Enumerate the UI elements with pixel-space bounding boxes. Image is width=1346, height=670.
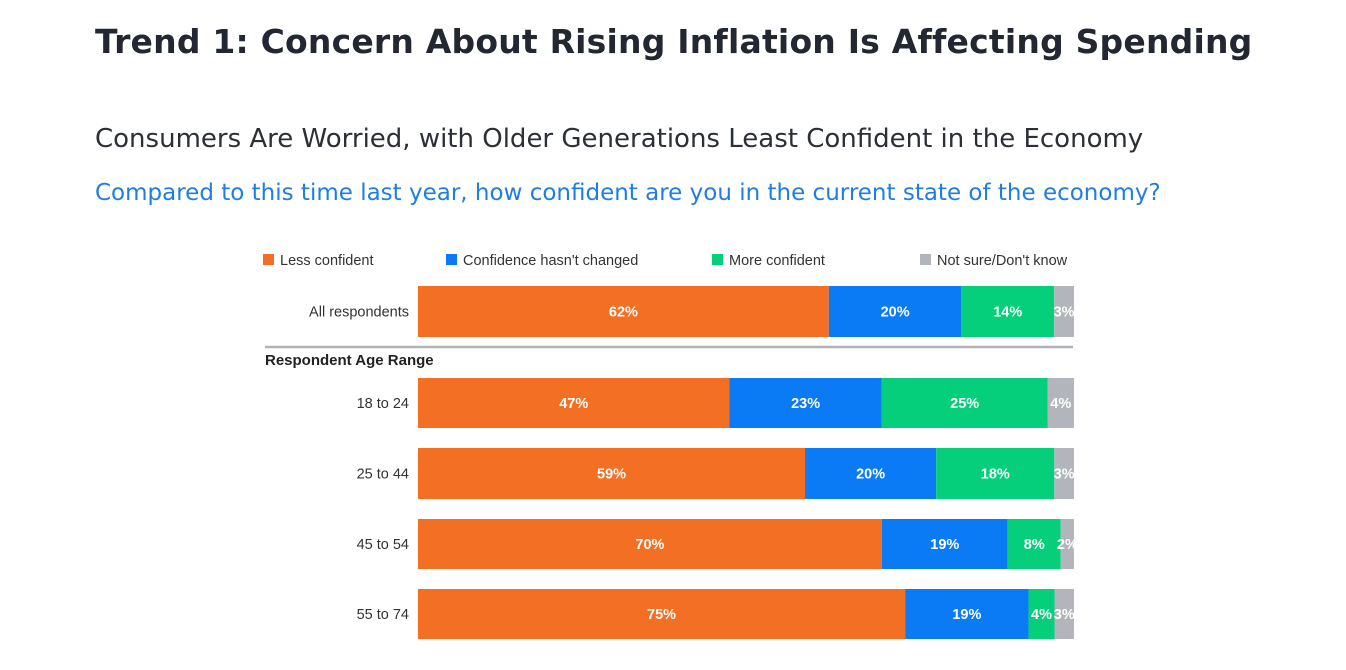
data-label-45-to-54-more-confident: 8% <box>1024 537 1045 553</box>
category-label-55-to-74: 55 to 74 <box>357 607 409 623</box>
data-label-18-to-24-not-sure-don-t-know: 4% <box>1050 396 1071 412</box>
legend-swatch-less-confident <box>263 254 274 265</box>
bar-25-to-44-not-sure-don-t-know <box>1054 448 1074 499</box>
legend-label-not-sure-don-t-know: Not sure/Don't know <box>937 253 1068 269</box>
bar-45-to-54-less-confident <box>418 519 882 569</box>
data-label-all-respondents-not-sure-don-t-know: 3% <box>1054 305 1075 321</box>
bar-18-to-24-more-confident <box>881 378 1048 428</box>
bar-55-to-74-confidence-hasn-t-changed <box>905 589 1029 639</box>
legend-swatch-not-sure-don-t-know <box>920 254 931 265</box>
data-label-55-to-74-more-confident: 4% <box>1031 607 1052 623</box>
data-label-45-to-54-confidence-hasn-t-changed: 19% <box>930 537 959 553</box>
section-label-age-range: Respondent Age Range <box>265 352 434 369</box>
legend-swatch-more-confident <box>712 254 723 265</box>
data-label-18-to-24-more-confident: 25% <box>950 396 979 412</box>
data-label-all-respondents-confidence-hasn-t-changed: 20% <box>881 305 910 321</box>
data-label-18-to-24-less-confident: 47% <box>559 396 588 412</box>
category-label-25-to-44: 25 to 44 <box>357 467 409 483</box>
bar-18-to-24-not-sure-don-t-know <box>1047 378 1074 428</box>
bar-18-to-24-less-confident <box>418 378 730 428</box>
category-label-45-to-54: 45 to 54 <box>357 537 409 553</box>
bar-all-respondents-not-sure-don-t-know <box>1054 286 1074 337</box>
legend-swatch-confidence-hasn-t-changed <box>446 254 457 265</box>
chart-subtitle: Consumers Are Worried, with Older Genera… <box>95 124 1144 154</box>
data-label-18-to-24-confidence-hasn-t-changed: 23% <box>791 396 820 412</box>
data-label-55-to-74-less-confident: 75% <box>647 607 676 623</box>
category-label-all-respondents: All respondents <box>309 305 409 321</box>
page-title: Trend 1: Concern About Rising Inflation … <box>95 22 1253 61</box>
data-label-25-to-44-not-sure-don-t-know: 3% <box>1054 467 1075 483</box>
data-label-25-to-44-confidence-hasn-t-changed: 20% <box>856 467 885 483</box>
data-label-25-to-44-less-confident: 59% <box>597 467 626 483</box>
data-label-25-to-44-more-confident: 18% <box>981 467 1010 483</box>
bar-all-respondents-more-confident <box>961 286 1055 337</box>
bar-18-to-24-confidence-hasn-t-changed <box>729 378 882 428</box>
bar-55-to-74-less-confident <box>418 589 906 639</box>
data-label-55-to-74-confidence-hasn-t-changed: 19% <box>952 607 981 623</box>
data-label-all-respondents-more-confident: 14% <box>993 305 1022 321</box>
category-labels: All respondents 18 to 24 25 to 44 45 to 54 5… <box>309 305 409 624</box>
chart-legend: Less confident Confidence hasn't changed M… <box>263 253 1068 269</box>
data-label-45-to-54-not-sure-don-t-know: 2% <box>1057 537 1078 553</box>
category-label-18-to-24: 18 to 24 <box>357 396 409 412</box>
bar-25-to-44-less-confident <box>418 448 806 499</box>
bar-55-to-74-not-sure-don-t-know <box>1054 589 1074 639</box>
legend-label-more-confident: More confident <box>729 253 825 269</box>
bar-all-respondents-less-confident <box>418 286 829 337</box>
bar-25-to-44-more-confident <box>936 448 1055 499</box>
legend-label-confidence-hasn-t-changed: Confidence hasn't changed <box>463 253 638 269</box>
data-label-55-to-74-not-sure-don-t-know: 3% <box>1054 607 1075 623</box>
chart-bars: 62% 20% 14% 3% 47% 23% 25% 4% 59% 20% 18% 3% 70% 19% 8… <box>418 286 1078 639</box>
legend-label-less-confident: Less confident <box>280 253 374 269</box>
bar-25-to-44-confidence-hasn-t-changed <box>805 448 937 499</box>
bar-45-to-54-more-confident <box>1007 519 1061 569</box>
bar-45-to-54-confidence-hasn-t-changed <box>881 519 1008 569</box>
bar-45-to-54-not-sure-don-t-know <box>1060 519 1074 569</box>
bar-all-respondents-confidence-hasn-t-changed <box>828 286 962 337</box>
data-label-45-to-54-less-confident: 70% <box>635 537 664 553</box>
bar-55-to-74-more-confident <box>1028 589 1055 639</box>
data-label-all-respondents-less-confident: 62% <box>609 305 638 321</box>
survey-question: Compared to this time last year, how con… <box>95 180 1161 206</box>
